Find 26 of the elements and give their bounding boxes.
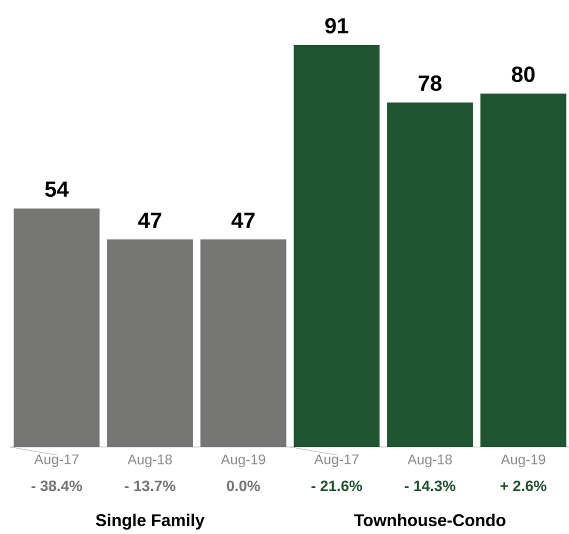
data-label: 80	[512, 66, 535, 82]
text: - 13.7%	[124, 480, 176, 492]
x-tick-label: Aug-17	[314, 454, 358, 468]
text: 0.0%	[226, 480, 260, 492]
data-label: 47	[231, 212, 255, 228]
text: - 14.3%	[404, 480, 456, 492]
text: Townhouse-Condo	[354, 514, 506, 526]
x-tick-label: Aug-19	[220, 454, 266, 468]
data-label: 54	[45, 182, 69, 197]
x-tick-label: Aug-17	[34, 454, 78, 468]
x-tick-label: Aug-18	[408, 454, 452, 468]
data-label: 91	[325, 18, 348, 34]
bar	[294, 45, 380, 447]
bar	[14, 208, 100, 447]
text: - 21.6%	[311, 480, 362, 492]
x-tick-label: Aug-18	[128, 454, 172, 468]
text: + 2.6%	[500, 480, 546, 492]
data-label: 47	[138, 212, 162, 228]
bar	[387, 102, 473, 447]
data-label: 78	[418, 75, 442, 91]
bar	[200, 239, 286, 447]
text: Single Family	[96, 514, 204, 530]
bar	[480, 94, 566, 447]
x-tick-label: Aug-19	[500, 454, 546, 468]
bar	[107, 239, 193, 447]
text: - 38.4%	[31, 480, 82, 492]
